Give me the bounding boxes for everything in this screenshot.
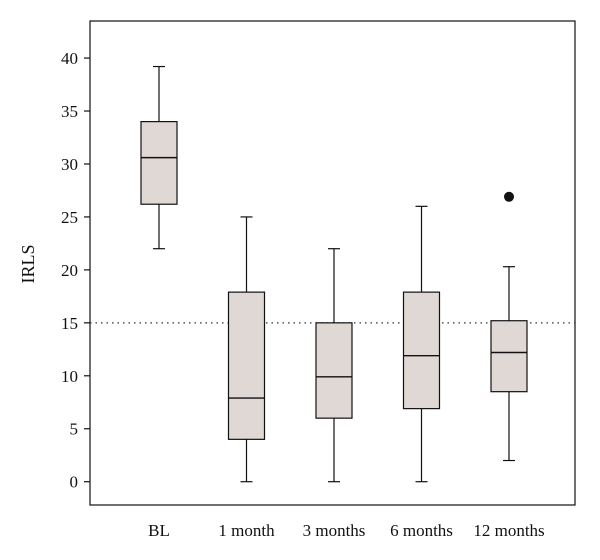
- y-tick-label: 0: [70, 473, 79, 492]
- y-axis: 0 5 10 15 20 25 30 35 40: [61, 49, 90, 492]
- plot-frame: [89, 20, 576, 506]
- y-tick-label: 10: [61, 367, 78, 386]
- box-3-months: [315, 248, 353, 483]
- x-tick-label: 3 months: [303, 521, 366, 540]
- outlier-point: [504, 191, 514, 202]
- x-axis-labels: BL 1 month 3 months 6 months 12 months: [148, 521, 545, 540]
- x-tick-label: 6 months: [390, 521, 453, 540]
- y-tick-label: 20: [61, 261, 78, 280]
- box-1-month: [227, 216, 266, 483]
- y-axis-label: IRLS: [18, 244, 38, 283]
- iqr-box: [490, 320, 528, 393]
- y-tick-label: 15: [61, 314, 78, 333]
- x-tick-label: BL: [148, 521, 170, 540]
- iqr-box: [140, 121, 178, 205]
- y-tick-label: 40: [61, 49, 78, 68]
- box-bl: [140, 65, 178, 250]
- iqr-box: [227, 291, 266, 440]
- y-tick-label: 5: [70, 420, 79, 439]
- x-tick-label: 12 months: [473, 521, 544, 540]
- box-6-months: [402, 205, 441, 483]
- y-tick-label: 30: [61, 155, 78, 174]
- boxes-group: [140, 65, 528, 483]
- y-tick-label: 35: [61, 102, 78, 121]
- iqr-box: [315, 322, 353, 419]
- iqr-box: [402, 291, 441, 410]
- box-12-months: [490, 191, 528, 462]
- y-tick-label: 25: [61, 208, 78, 227]
- x-tick-label: 1 month: [218, 521, 275, 540]
